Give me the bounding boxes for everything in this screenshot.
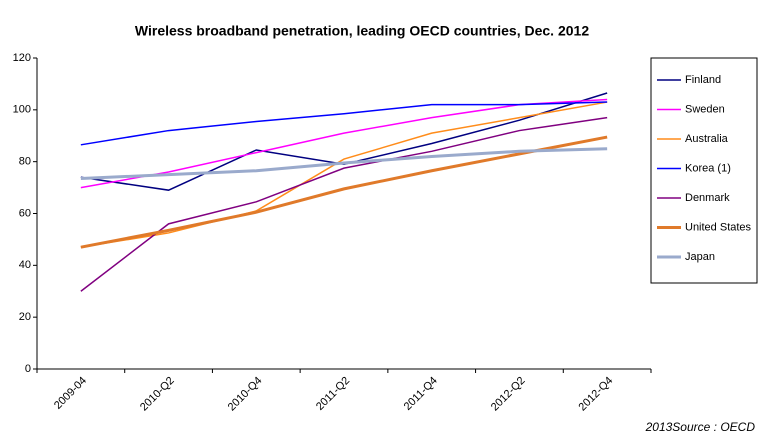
legend-label: Finland [685,74,721,86]
series-line [80,147,608,181]
x-tick-label: 2010-Q4 [226,375,265,414]
legend-label: Australia [685,133,729,145]
x-tick-label: 2009-04 [52,375,89,412]
chart-title: Wireless broadband penetration, leading … [135,23,589,39]
legend-label: Korea (1) [685,162,731,174]
x-tick-label: 2012-Q2 [489,375,528,414]
y-tick-label: 100 [13,104,31,116]
y-tick-label: 40 [19,259,31,271]
x-tick-label: 2011-Q2 [314,375,352,413]
legend-label: Denmark [685,192,730,204]
series-line [80,135,608,249]
x-tick-label: 2010-Q2 [138,375,177,414]
series-line [80,116,608,292]
legend-label: Sweden [685,103,725,115]
y-tick-label: 120 [13,52,31,64]
y-tick-label: 0 [25,363,31,375]
series-line [80,101,608,248]
source-note: 2013Source : OECD [645,420,756,434]
x-tick-label: 2012-Q4 [577,375,616,414]
legend-box [650,57,758,284]
legend-label: United States [685,221,752,233]
legend-label: Japan [685,251,715,263]
y-tick-label: 60 [19,207,31,219]
y-tick-label: 20 [19,311,31,323]
x-tick-label: 2011-Q4 [402,375,440,413]
y-tick-label: 80 [19,156,31,168]
series-line [80,101,608,146]
